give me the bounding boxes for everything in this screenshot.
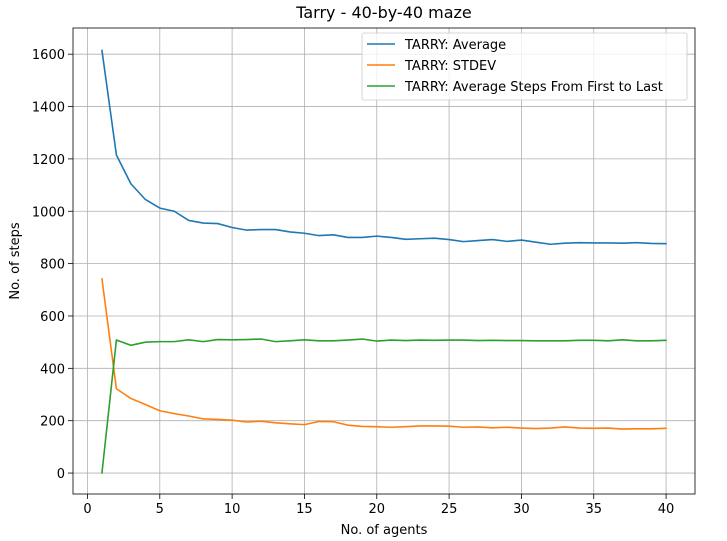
y-tick-label: 1200 <box>32 153 65 168</box>
y-tick-label: 400 <box>40 362 65 377</box>
y-tick-label: 1000 <box>32 205 65 220</box>
chart-title: Tarry - 40-by-40 maze <box>295 3 472 22</box>
y-tick-label: 1400 <box>32 101 65 116</box>
legend-box <box>361 32 688 101</box>
y-tick-label: 0 <box>57 467 65 482</box>
x-tick-label: 40 <box>658 502 675 517</box>
y-tick-label: 200 <box>40 415 65 430</box>
series-line-2 <box>101 277 667 430</box>
y-axis-label: No. of steps <box>8 222 23 299</box>
legend-label: TARRY: STDEV <box>404 59 496 74</box>
y-tick-label: 1600 <box>32 48 65 63</box>
legend: TARRY: Average TARRY: STDEV TARRY: Average… <box>361 32 688 101</box>
x-tick-label: 10 <box>224 502 241 517</box>
x-tick-label: 0 <box>83 502 91 517</box>
x-tick-label: 30 <box>513 502 530 517</box>
x-tick-label: 20 <box>368 502 385 517</box>
plot-frame <box>72 27 696 495</box>
grid-lines <box>73 28 695 494</box>
y-tick-label: 800 <box>40 258 65 273</box>
x-tick-label: 25 <box>441 502 458 517</box>
x-tick-label: 15 <box>296 502 313 517</box>
x-tick-label: 35 <box>585 502 602 517</box>
legend-label: TARRY: Average <box>404 38 506 53</box>
x-tick-label: 5 <box>156 502 164 517</box>
series-line-1 <box>101 49 667 246</box>
series-line-3 <box>101 338 667 474</box>
legend-label: TARRY: Average Steps From First to Last <box>404 80 663 95</box>
y-tick-label: 600 <box>40 310 65 325</box>
series-lines <box>101 49 667 474</box>
axis-ticks: 0 5 10 15 20 25 30 35 40020040060080010001200140… <box>32 48 674 517</box>
x-axis-label: No. of agents <box>341 523 428 538</box>
